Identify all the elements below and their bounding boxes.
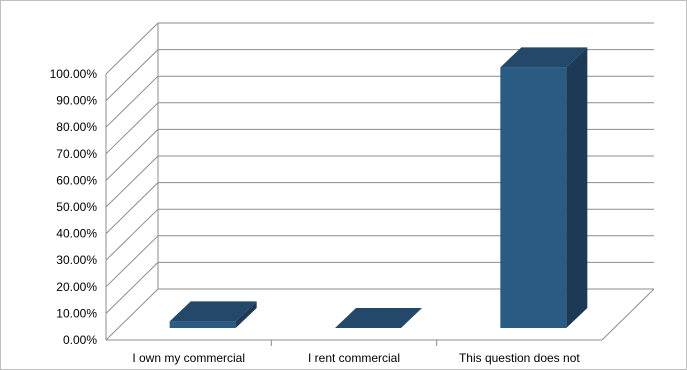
bar xyxy=(335,308,422,328)
x-category-label: I own my commercial xyxy=(132,351,245,365)
y-tick-label: 100.00% xyxy=(50,67,98,81)
gridline xyxy=(105,22,654,75)
y-tick-label: 80.00% xyxy=(56,120,97,134)
y-tick-label: 30.00% xyxy=(56,253,97,267)
y-tick-label: 10.00% xyxy=(56,306,97,320)
y-tick-label: 40.00% xyxy=(56,227,97,241)
bar xyxy=(169,301,257,328)
floor-right-edge xyxy=(601,288,655,341)
y-tick-label: 20.00% xyxy=(56,280,97,294)
y-tick-label: 60.00% xyxy=(56,173,97,187)
y-tick-label: 90.00% xyxy=(56,94,97,108)
bar xyxy=(500,47,588,328)
axes xyxy=(105,23,655,346)
bars xyxy=(169,47,588,328)
x-category-label: This question does not xyxy=(459,351,580,365)
y-tick-label: 50.00% xyxy=(56,200,97,214)
y-tick-label: 70.00% xyxy=(56,147,97,161)
x-category-label: I rent commercial xyxy=(308,351,400,365)
y-tick-label: 0.00% xyxy=(63,333,97,347)
labels: 0.00% 10.00% 20.00% 30.00% 40.00% 50.00% 60.00… xyxy=(50,67,581,365)
